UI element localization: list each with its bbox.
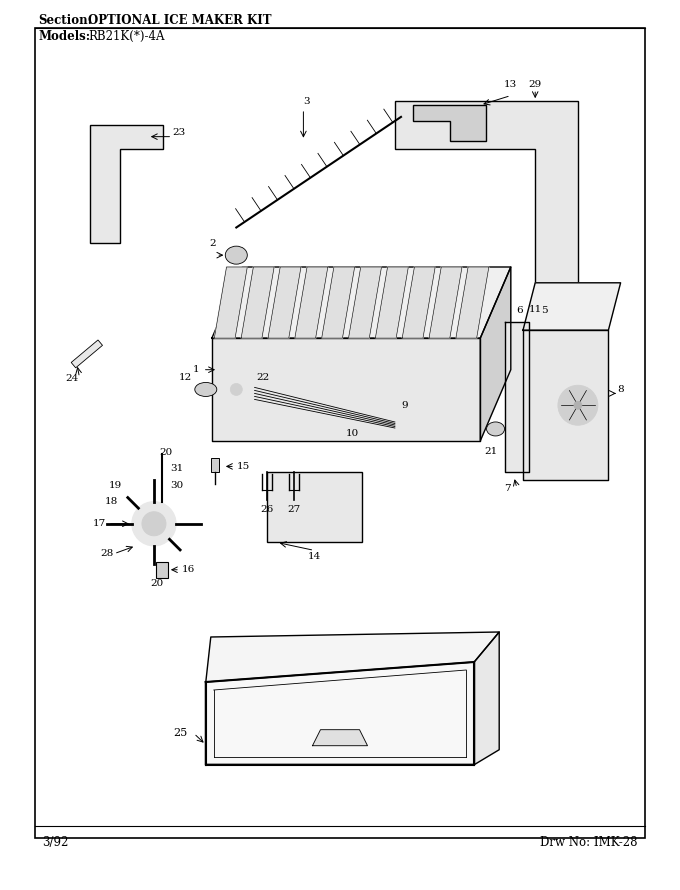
Text: Drw No: IMK-28: Drw No: IMK-28 xyxy=(541,836,638,849)
Text: RB21K(*)-4A: RB21K(*)-4A xyxy=(88,30,165,43)
Text: OPTIONAL ICE MAKER KIT: OPTIONAL ICE MAKER KIT xyxy=(88,14,271,27)
Polygon shape xyxy=(90,125,163,243)
Text: 4: 4 xyxy=(517,353,524,362)
Text: 17: 17 xyxy=(92,519,106,529)
Polygon shape xyxy=(349,267,381,338)
Polygon shape xyxy=(429,267,462,338)
Polygon shape xyxy=(523,283,621,330)
Polygon shape xyxy=(456,267,489,338)
Text: 23: 23 xyxy=(172,128,186,137)
Text: Models:: Models: xyxy=(38,30,90,43)
Polygon shape xyxy=(71,340,103,368)
Text: 25: 25 xyxy=(173,728,188,739)
Text: 20: 20 xyxy=(150,579,164,588)
Circle shape xyxy=(142,512,166,536)
Text: 11: 11 xyxy=(529,305,543,314)
Polygon shape xyxy=(523,330,609,481)
Polygon shape xyxy=(241,267,274,338)
Polygon shape xyxy=(206,662,474,765)
Text: 7: 7 xyxy=(504,484,511,493)
Text: 18: 18 xyxy=(105,498,118,506)
Text: 1: 1 xyxy=(193,365,200,374)
Circle shape xyxy=(231,384,242,395)
Text: 2: 2 xyxy=(209,239,216,247)
Polygon shape xyxy=(395,101,578,306)
Circle shape xyxy=(222,376,250,403)
Circle shape xyxy=(132,502,176,546)
Polygon shape xyxy=(212,267,511,338)
Text: 27: 27 xyxy=(288,505,301,514)
Bar xyxy=(35,28,645,838)
Text: 19: 19 xyxy=(109,481,122,490)
Text: 28: 28 xyxy=(101,549,114,558)
Text: 12: 12 xyxy=(179,374,192,383)
Text: 6: 6 xyxy=(516,306,523,315)
Polygon shape xyxy=(313,730,367,746)
Polygon shape xyxy=(402,267,435,338)
Ellipse shape xyxy=(225,247,248,264)
Text: 3/92: 3/92 xyxy=(42,836,69,849)
Text: 3: 3 xyxy=(303,97,310,106)
Bar xyxy=(267,473,362,542)
Ellipse shape xyxy=(487,422,505,436)
Circle shape xyxy=(558,385,598,425)
Ellipse shape xyxy=(194,383,217,396)
Polygon shape xyxy=(268,267,301,338)
Text: 14: 14 xyxy=(307,553,321,562)
Polygon shape xyxy=(375,267,408,338)
Text: Section:: Section: xyxy=(38,14,92,27)
Text: 8: 8 xyxy=(617,385,624,394)
Polygon shape xyxy=(322,267,355,338)
Text: 26: 26 xyxy=(260,505,273,514)
Bar xyxy=(156,562,168,578)
Text: 31: 31 xyxy=(170,465,183,473)
Polygon shape xyxy=(206,632,499,682)
Polygon shape xyxy=(212,338,480,441)
Polygon shape xyxy=(214,267,248,338)
Text: 15: 15 xyxy=(237,462,250,471)
Text: 24: 24 xyxy=(65,374,78,383)
Bar xyxy=(211,458,219,473)
Text: 13: 13 xyxy=(504,80,517,89)
Text: 10: 10 xyxy=(345,429,359,438)
Text: 22: 22 xyxy=(256,373,269,382)
Text: 5: 5 xyxy=(541,306,548,315)
Polygon shape xyxy=(295,267,328,338)
Polygon shape xyxy=(480,267,511,441)
Circle shape xyxy=(574,401,582,409)
Polygon shape xyxy=(474,632,499,765)
Text: 21: 21 xyxy=(484,447,497,456)
Polygon shape xyxy=(413,105,486,141)
Text: 29: 29 xyxy=(528,80,542,89)
Text: 16: 16 xyxy=(182,565,195,574)
Text: 30: 30 xyxy=(170,481,183,490)
Polygon shape xyxy=(505,322,529,473)
Text: 9: 9 xyxy=(401,400,407,409)
Text: 20: 20 xyxy=(160,449,173,457)
